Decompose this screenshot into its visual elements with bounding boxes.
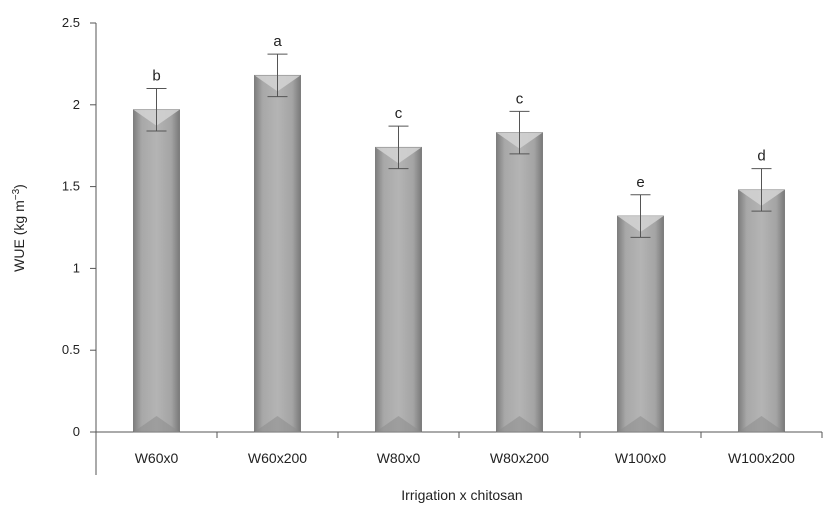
x-tick-label: W80x0 [377,450,421,466]
bar-bottom-bevel [375,416,422,432]
bar [375,146,422,433]
y-tick-label: 2.5 [62,15,80,30]
error-bar [509,110,530,155]
y-axis: 0 0.5 1 1.5 2 2.5 [62,15,97,475]
bar-bottom-bevel [133,416,180,432]
significance-letter: c [395,105,403,122]
significance-letter: a [273,33,282,50]
y-tick-label: 0.5 [62,342,80,357]
bar-body [496,132,543,433]
bar [617,215,664,433]
x-axis: W60x0 W60x200 W80x0 W80x200 W100x0 W100x200 [95,431,823,466]
bars [133,74,785,433]
error-bar [267,53,288,98]
error-bar [751,168,772,212]
bar-bottom-bevel [254,416,301,432]
bar-body [738,189,785,433]
bar-body [254,74,301,433]
significance-letters: b a c c e d [152,33,765,191]
bar [738,189,785,433]
x-tick-label: W80x200 [490,450,549,466]
bar [133,109,180,433]
y-axis-title: WUE (kg m−3) [11,184,28,272]
bar-body [133,109,180,433]
bar-bottom-bevel [738,416,785,432]
error-bar [146,87,167,132]
significance-letter: b [152,67,160,84]
y-tick-label: 2 [73,97,80,112]
bar-body [375,146,422,433]
error-bar [630,194,651,238]
bar [254,74,301,433]
x-tick-label: W100x200 [728,450,795,466]
x-axis-title: Irrigation x chitosan [401,487,522,503]
x-tick-label: W100x0 [615,450,667,466]
bar-bottom-bevel [617,416,664,432]
y-tick-label: 0 [73,424,80,439]
x-tick-label: W60x200 [248,450,307,466]
error-bars [146,53,772,238]
x-tick-label: W60x0 [135,450,179,466]
y-tick-label: 1.5 [62,179,80,194]
bar [496,132,543,433]
bar-body [617,215,664,433]
bar-bottom-bevel [496,416,543,432]
error-bar [388,125,409,170]
significance-letter: c [516,90,524,107]
significance-letter: e [636,174,644,191]
y-tick-label: 1 [73,260,80,275]
significance-letter: d [757,148,765,165]
